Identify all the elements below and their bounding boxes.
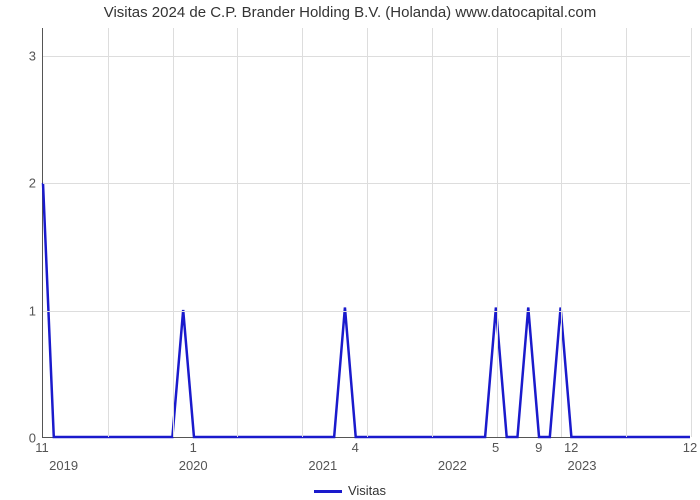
legend-swatch bbox=[314, 490, 342, 493]
x-tick-month-label: 5 bbox=[492, 440, 499, 455]
x-tick-year-label: 2019 bbox=[49, 458, 78, 473]
grid-line-vertical bbox=[691, 28, 692, 437]
x-tick-year-label: 2023 bbox=[568, 458, 597, 473]
grid-line-vertical bbox=[367, 28, 368, 437]
grid-line-vertical bbox=[561, 28, 562, 437]
chart-title: Visitas 2024 de C.P. Brander Holding B.V… bbox=[0, 4, 700, 21]
grid-line-vertical bbox=[302, 28, 303, 437]
x-tick-month-label: 4 bbox=[352, 440, 359, 455]
grid-line-vertical bbox=[497, 28, 498, 437]
x-tick-month-label: 12 bbox=[564, 440, 578, 455]
x-tick-month-label: 12 bbox=[683, 440, 697, 455]
x-tick-month-label: 11 bbox=[35, 440, 49, 455]
x-tick-year-label: 2022 bbox=[438, 458, 467, 473]
grid-line-vertical bbox=[237, 28, 238, 437]
plot-area bbox=[42, 28, 690, 438]
y-tick-label: 2 bbox=[6, 176, 36, 191]
grid-line-vertical bbox=[108, 28, 109, 437]
grid-line-vertical bbox=[432, 28, 433, 437]
x-tick-year-label: 2020 bbox=[179, 458, 208, 473]
grid-line-vertical bbox=[626, 28, 627, 437]
x-tick-month-label: 1 bbox=[190, 440, 197, 455]
legend-label: Visitas bbox=[348, 483, 386, 498]
chart-container: Visitas 2024 de C.P. Brander Holding B.V… bbox=[0, 0, 700, 500]
legend: Visitas bbox=[0, 483, 700, 498]
x-tick-month-label: 9 bbox=[535, 440, 542, 455]
y-tick-label: 3 bbox=[6, 49, 36, 64]
y-tick-label: 0 bbox=[6, 431, 36, 446]
y-tick-label: 1 bbox=[6, 303, 36, 318]
grid-line-vertical bbox=[173, 28, 174, 437]
x-tick-year-label: 2021 bbox=[308, 458, 337, 473]
